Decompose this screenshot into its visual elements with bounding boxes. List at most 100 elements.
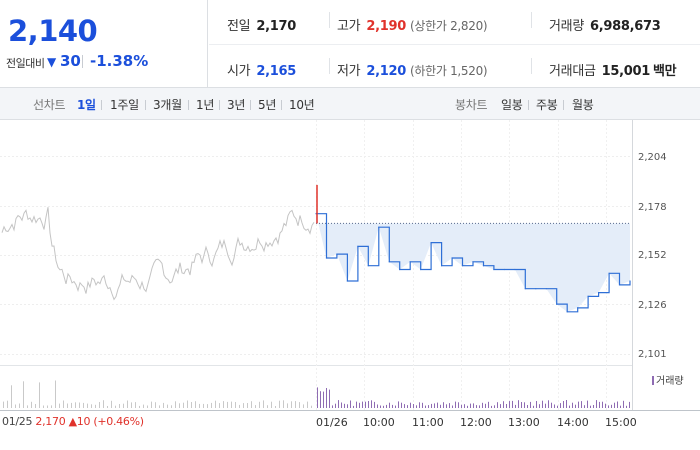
volume-bar [267, 405, 268, 408]
tab-1year[interactable]: 1년 [196, 98, 215, 112]
volume-bar [569, 405, 570, 408]
stat-prev-close: 전일 2,170 [227, 15, 296, 34]
volume-bar [67, 403, 68, 408]
tab-3year[interactable]: 3년 [227, 98, 246, 112]
stat-value: 2,170 [256, 19, 296, 34]
stat-label: 거래대금 [549, 64, 596, 79]
volume-bar [211, 402, 212, 408]
volume-bar [425, 405, 426, 408]
volume-bar [15, 404, 16, 408]
volume-bar [461, 404, 462, 408]
data-point [472, 261, 474, 263]
stat-low: 저가 2,120 (하한가 1,520) [337, 60, 488, 79]
volume-bar [551, 402, 552, 408]
volume-bar [416, 405, 417, 408]
volume-bar [587, 400, 588, 408]
volume-bar [473, 403, 474, 408]
data-point [420, 268, 422, 271]
x-tick-label: 12:00 [460, 416, 492, 429]
stat-label: 고가 [337, 19, 361, 34]
data-point [535, 288, 537, 290]
volume-bar [27, 405, 28, 408]
volume-bar [596, 400, 597, 408]
volume-bar [219, 403, 220, 408]
data-point [587, 295, 589, 297]
volume-bar [575, 404, 576, 408]
volume-bar [31, 401, 32, 408]
volume-bar [368, 401, 369, 408]
volume-bar [599, 401, 600, 408]
tab-1week[interactable]: 1주일 [110, 98, 139, 112]
volume-bar [275, 406, 276, 408]
volume-bar [377, 404, 378, 408]
volume-bar [347, 404, 348, 408]
stat-value: 2,190 [366, 19, 406, 34]
volume-bar [380, 405, 381, 408]
volume-bar [392, 404, 393, 408]
x-tick-label: 13:00 [508, 416, 540, 429]
volume-bar [509, 401, 510, 408]
volume-bar [51, 405, 52, 408]
volume-bar [107, 406, 108, 408]
volume-bar [371, 400, 372, 408]
volume-bar [434, 403, 435, 408]
tab-5year[interactable]: 5년 [258, 98, 277, 112]
volume-bar [476, 405, 477, 408]
volume-bar [410, 402, 411, 408]
volume-bar [227, 401, 228, 408]
quote-header: 2,140 전일대비 ▼ 30 -1.38% 전일 2,170 고가 2,190 (상… [0, 0, 700, 88]
stat-value: 2,120 [366, 64, 406, 79]
y-tick-label: 2,204 [638, 152, 667, 163]
volume-bar [458, 402, 459, 408]
volume-bar [179, 403, 180, 408]
data-point [598, 292, 600, 294]
data-point [346, 280, 348, 282]
divider [563, 100, 564, 110]
volume-bar [515, 404, 516, 408]
volume-bar [512, 400, 513, 408]
volume-bar [395, 405, 396, 408]
volume-bar [335, 403, 336, 408]
tab-1day[interactable]: 1일 [77, 98, 96, 112]
volume-bar [488, 401, 489, 408]
data-point [493, 268, 495, 271]
stat-open: 시가 2,165 [227, 60, 296, 79]
data-point [566, 311, 568, 313]
volume-bar [350, 400, 351, 408]
divider [82, 55, 83, 68]
volume-bar [626, 405, 627, 408]
volume-bar [542, 400, 543, 408]
tab-daily-candle[interactable]: 일봉 [501, 98, 523, 112]
stat-value: 6,988,673 [589, 19, 661, 34]
volume-bar [503, 401, 504, 408]
divider [250, 100, 251, 110]
data-point [545, 288, 547, 290]
volume-bar [291, 401, 292, 408]
volume-bar [135, 402, 136, 408]
tab-3month[interactable]: 3개월 [153, 98, 182, 112]
data-point [325, 257, 328, 259]
today-series [315, 184, 631, 313]
volume-bar [617, 401, 618, 408]
tab-10year[interactable]: 10년 [289, 98, 315, 112]
volume-bar [386, 404, 387, 408]
tab-monthly-candle[interactable]: 월봉 [572, 98, 594, 112]
volume-bar [413, 404, 414, 408]
volume-bar [533, 405, 534, 408]
volume-bar [111, 400, 112, 408]
volume-bar [545, 403, 546, 408]
volume-bar [295, 401, 296, 408]
volume-bar [398, 401, 399, 408]
volume-bar [231, 401, 232, 408]
stat-label: 저가 [337, 64, 361, 79]
volume-bar [19, 403, 20, 408]
stat-amount: 거래대금 15,001 백만 [549, 60, 677, 79]
x-tick-label: 11:00 [412, 416, 444, 429]
tab-weekly-candle[interactable]: 주봉 [536, 98, 558, 112]
volume-bar [374, 401, 375, 408]
price-chart[interactable]: 2,204 2,178 2,152 2,126 2,101 거래량 01/25 … [0, 120, 700, 450]
candle-chart-title: 봉차트 [455, 98, 488, 112]
volume-bar [479, 405, 480, 408]
line-chart-title: 선차트 [33, 98, 66, 112]
